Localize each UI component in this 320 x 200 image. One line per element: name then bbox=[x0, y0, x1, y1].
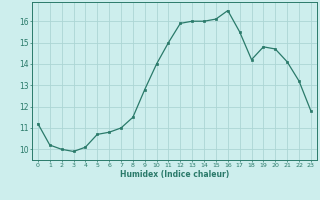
X-axis label: Humidex (Indice chaleur): Humidex (Indice chaleur) bbox=[120, 170, 229, 179]
